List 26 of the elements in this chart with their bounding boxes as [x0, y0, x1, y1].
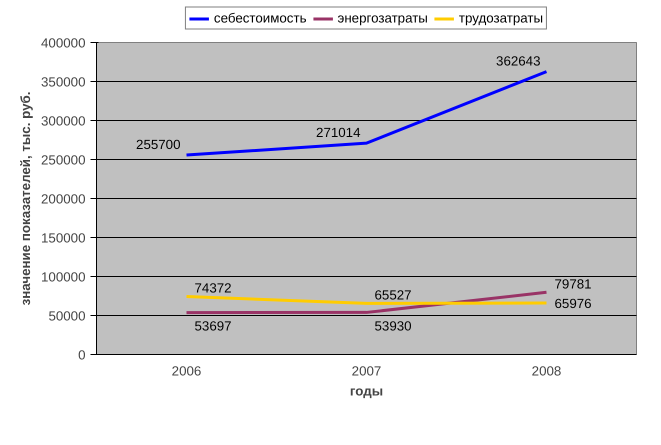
data-label: 65527	[374, 287, 412, 302]
data-label: 53930	[374, 318, 412, 334]
y-tick-label: 300000	[41, 114, 86, 128]
x-axis-title: годы	[350, 384, 384, 398]
y-tick-label: 200000	[41, 192, 86, 206]
data-label: 255700	[136, 137, 181, 152]
x-tick-label: 2007	[352, 364, 382, 378]
data-label: 79781	[554, 276, 592, 292]
data-label: 271014	[316, 125, 362, 140]
data-label: 65976	[554, 296, 592, 312]
x-tick-label: 2006	[172, 364, 202, 378]
y-tick-label: 350000	[41, 74, 86, 90]
legend-label: трудозатраты	[458, 10, 544, 26]
y-tick-label: 150000	[41, 230, 86, 246]
data-label: 74372	[194, 280, 232, 296]
x-tick-label: 2008	[532, 364, 562, 378]
y-tick-label: 0	[78, 348, 86, 362]
y-axis-title: значение показателей, тыс. руб.	[18, 92, 34, 306]
legend-label: себестоимость	[214, 10, 307, 26]
y-tick-label: 400000	[41, 36, 86, 50]
y-tick-label: 50000	[48, 308, 86, 324]
y-tick-label: 100000	[41, 270, 86, 284]
y-tick-label: 250000	[41, 152, 86, 168]
data-label: 53697	[194, 318, 232, 334]
data-label: 362643	[496, 54, 541, 69]
legend-label: энергозатраты	[338, 10, 428, 26]
